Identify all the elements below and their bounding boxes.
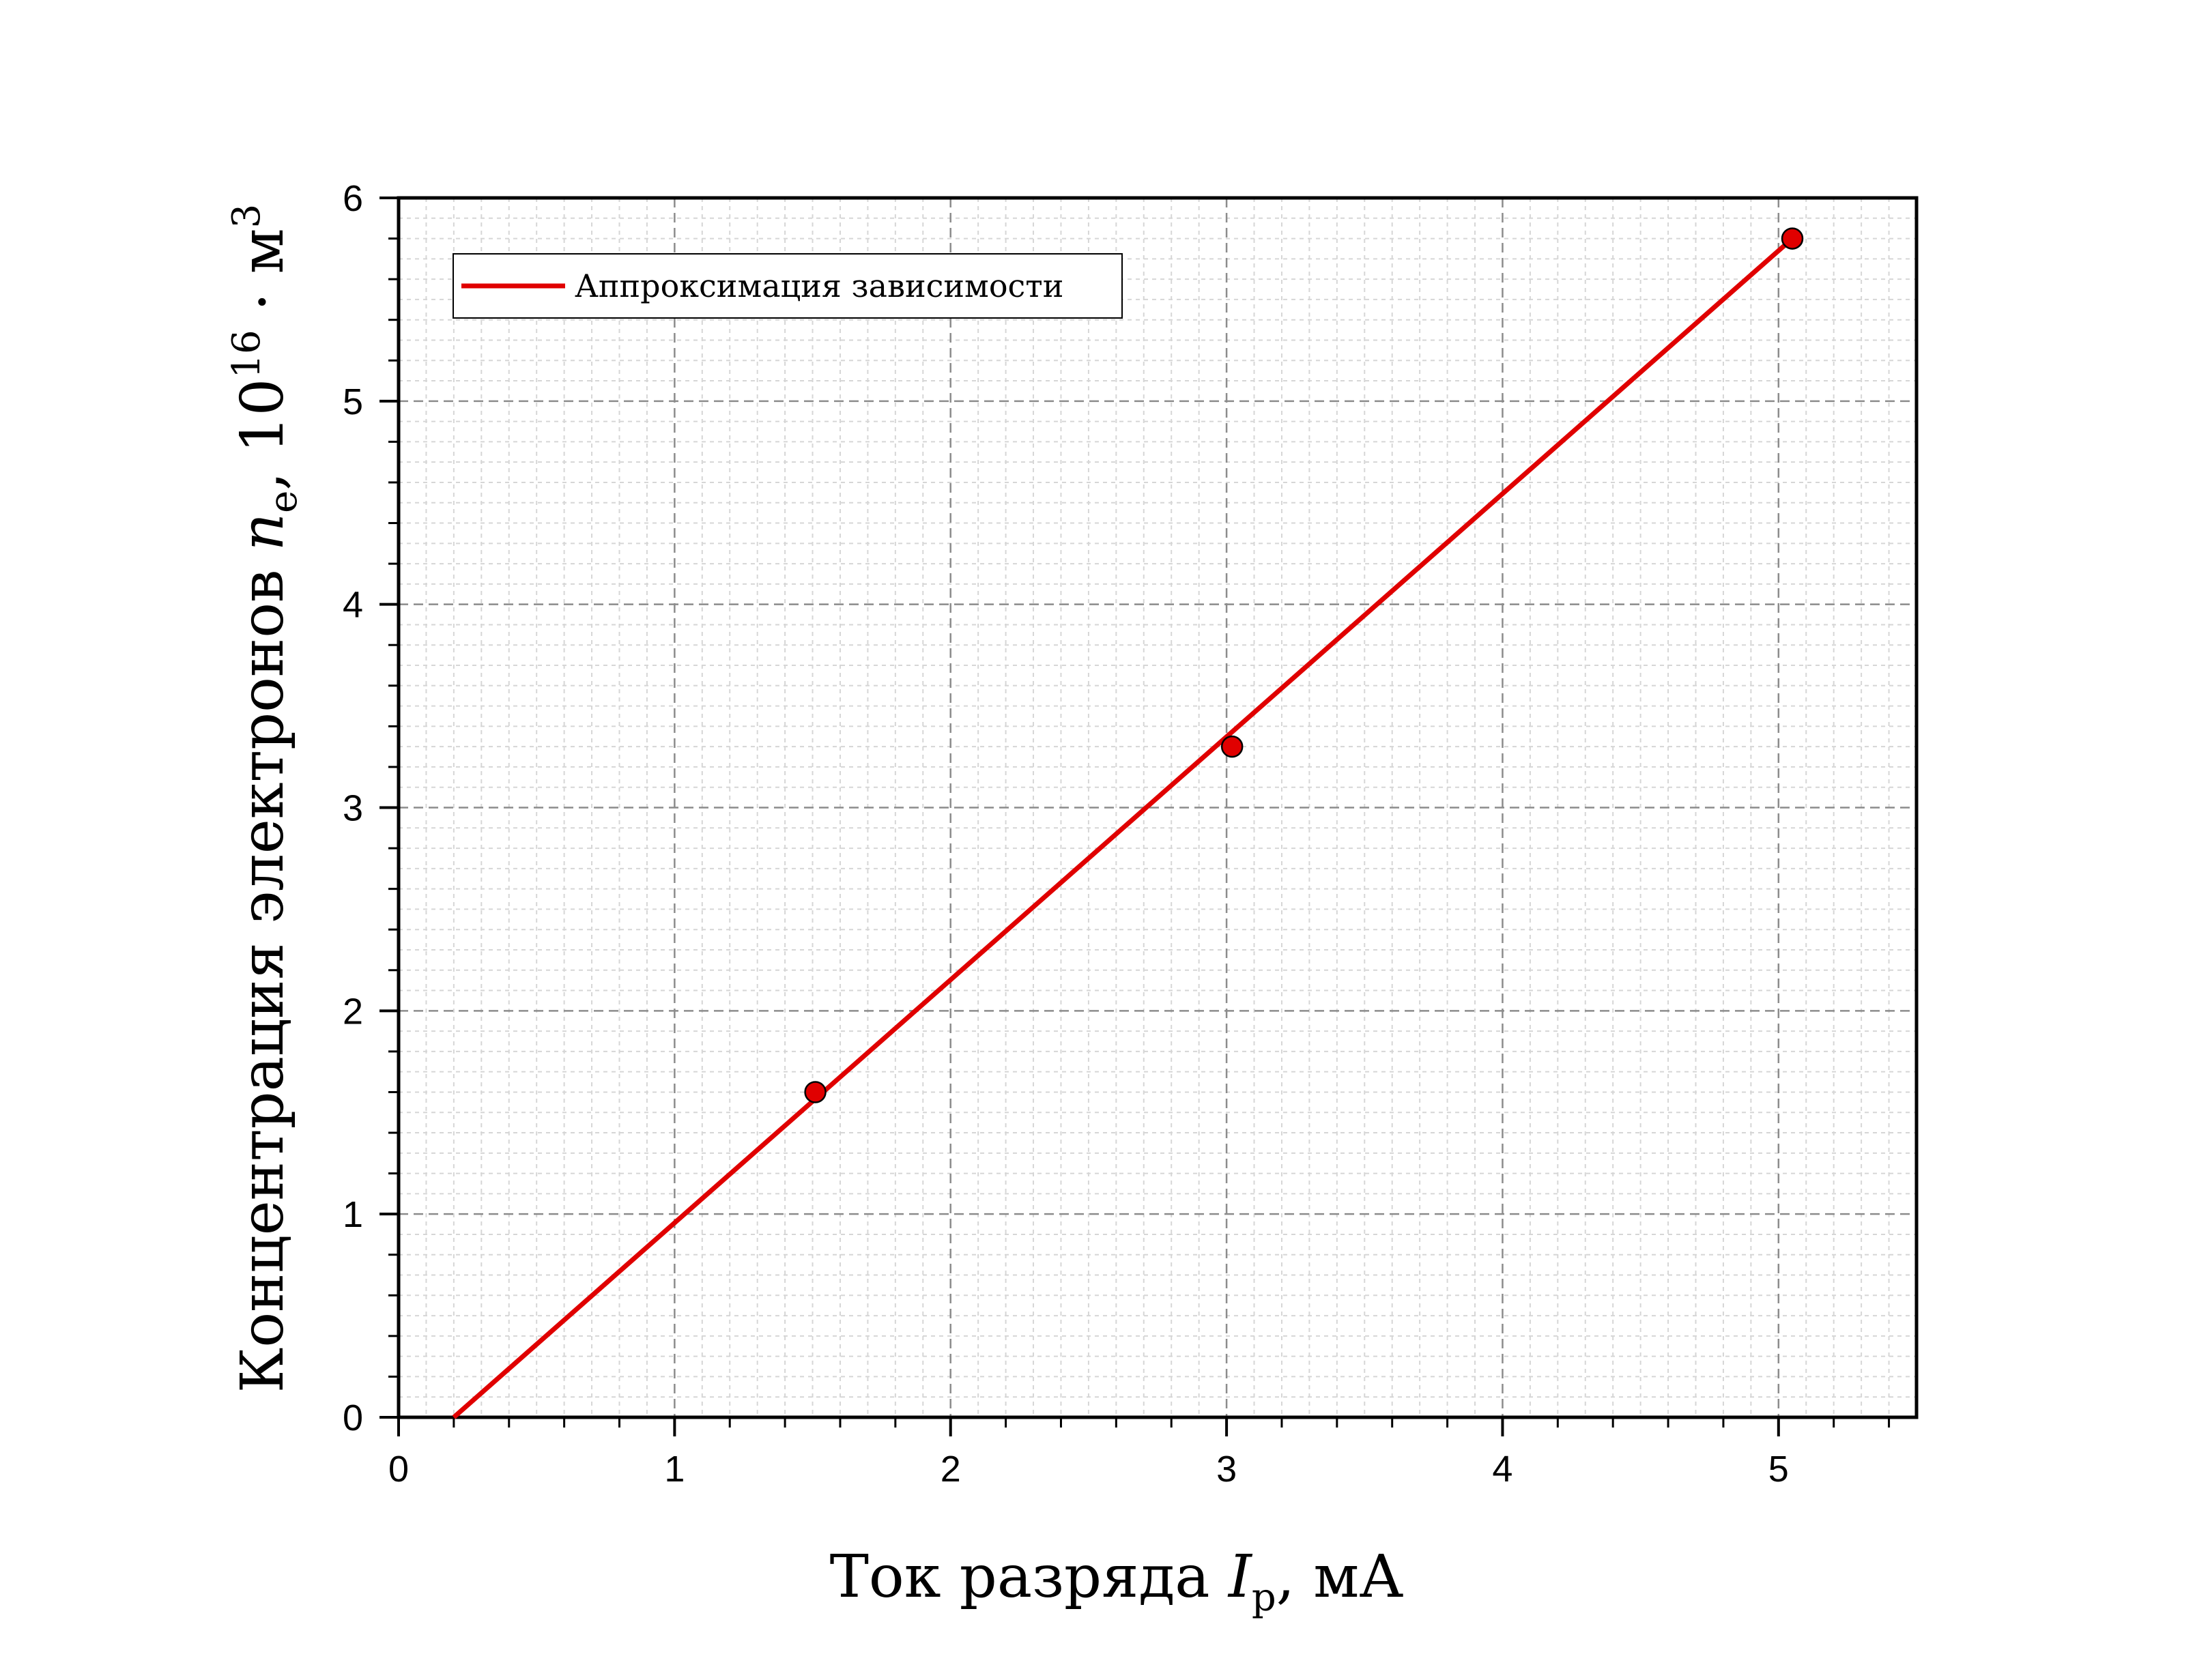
x-axis-title: Ток разряда Iр, мА	[830, 1543, 1404, 1620]
x-tick-label: 3	[1216, 1449, 1237, 1490]
x-axis-title-suffix: , мА	[1276, 1543, 1404, 1611]
y-tick-label: 3	[343, 788, 363, 829]
tick-labels: 0 1 2 3 4 5 0 1 2 3 4 5 6	[343, 178, 1789, 1490]
y-axis-title-power: 16	[225, 330, 269, 378]
data-point	[804, 1081, 827, 1103]
fit-line	[452, 236, 1794, 1419]
series	[452, 227, 1804, 1419]
x-tick-label: 5	[1768, 1449, 1789, 1490]
x-tick-label: 4	[1492, 1449, 1512, 1490]
x-tick-label: 1	[664, 1449, 685, 1490]
y-axis-title-middle: , 10	[229, 379, 297, 491]
legend: Аппроксимация зависимости	[453, 253, 1123, 319]
legend-label: Аппроксимация зависимости	[575, 267, 1063, 304]
data-point	[1781, 227, 1804, 250]
y-tick-label: 6	[343, 178, 363, 219]
y-tick-label: 1	[343, 1194, 363, 1235]
axis-ticks	[379, 197, 1891, 1436]
x-tick-label: 2	[941, 1449, 961, 1490]
x-axis-title-subscript: р	[1252, 1576, 1276, 1620]
x-axis-title-symbol: I	[1227, 1543, 1253, 1611]
major-grid	[399, 198, 1917, 1417]
y-axis-title-subscript: e	[261, 491, 306, 513]
y-tick-label: 5	[343, 381, 363, 422]
y-axis-title-unit: · м	[229, 228, 297, 330]
y-tick-label: 4	[343, 585, 363, 626]
y-tick-label: 2	[343, 991, 363, 1032]
y-axis-title-unit-power: 3	[225, 204, 269, 229]
y-axis-title: Концентрация электронов ne, 1016 · м3	[225, 204, 306, 1393]
data-point	[1220, 735, 1244, 758]
x-tick-label: 0	[388, 1449, 409, 1490]
x-axis-title-prefix: Ток разряда	[830, 1543, 1229, 1611]
y-axis-title-prefix: Концентрация электронов	[229, 551, 297, 1393]
y-tick-label: 0	[343, 1397, 363, 1438]
y-axis-title-symbol: n	[229, 513, 297, 551]
